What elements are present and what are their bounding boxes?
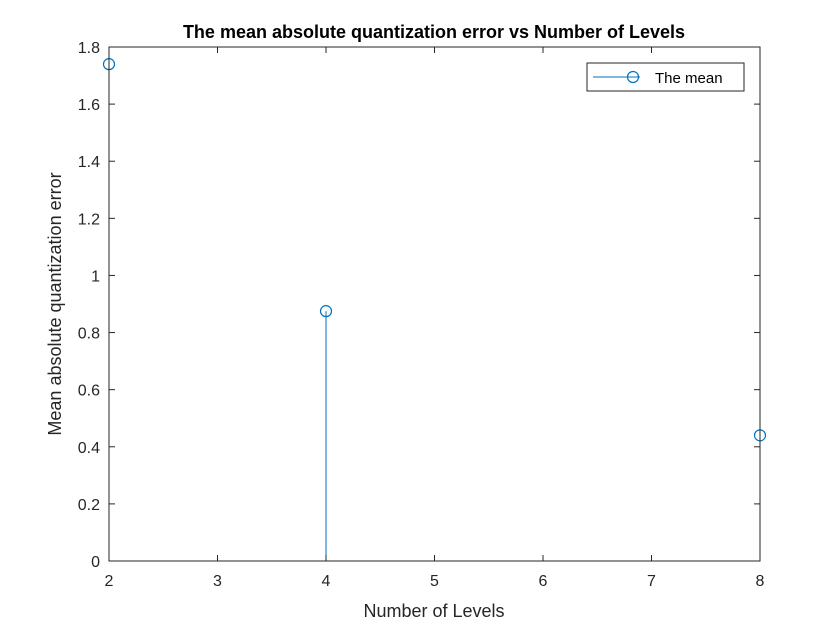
y-tick-label: 0.2 [78, 497, 100, 514]
legend-marker-icon [626, 70, 640, 84]
y-tick-label: 1.6 [78, 97, 100, 114]
tick-labels: 2 3 4 5 6 7 8 0 0.2 0.4 0.6 0.8 1 1.2 1.4 1.6 1.8 [78, 40, 765, 590]
y-axis-label: Mean absolute quantization error [45, 172, 65, 435]
y-tick-label: 0.8 [78, 326, 100, 343]
y-tick-label: 1.4 [78, 154, 100, 171]
y-tick-label: 0.4 [78, 440, 100, 457]
legend: The mean [586, 62, 745, 92]
axes-box [108, 46, 761, 562]
legend-label: The mean [655, 70, 723, 87]
plot-area [109, 47, 760, 561]
x-tick-label: 5 [430, 573, 439, 590]
x-tick-label: 4 [322, 573, 331, 590]
x-tick-label: 8 [756, 573, 765, 590]
stem-marker [319, 305, 333, 318]
y-tick-label: 1.8 [78, 40, 100, 57]
x-tick-label: 3 [213, 573, 222, 590]
y-tick-label: 0 [91, 554, 100, 571]
x-tick-label: 7 [647, 573, 656, 590]
y-tick-label: 1 [91, 268, 100, 285]
x-tick-label: 2 [105, 573, 114, 590]
y-tick-label: 1.2 [78, 211, 100, 228]
legend-box [586, 62, 745, 92]
y-tick-label: 0.6 [78, 383, 100, 400]
chart-title: The mean absolute quantization error vs … [183, 22, 685, 42]
x-tick-label: 6 [539, 573, 548, 590]
x-axis-label: Number of Levels [363, 601, 504, 621]
